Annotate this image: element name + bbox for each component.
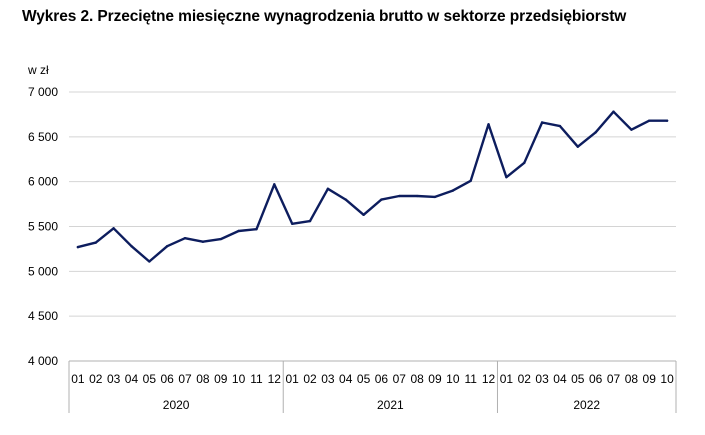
data-point [505, 175, 508, 179]
series-layer [76, 110, 669, 263]
month-tick-label: 05 [357, 372, 371, 386]
year-label: 2022 [573, 398, 600, 412]
y-tick-label: 4 000 [28, 354, 58, 368]
month-tick-label: 03 [535, 372, 549, 386]
month-tick-label: 06 [375, 372, 389, 386]
data-point [76, 245, 80, 249]
month-tick-label: 06 [589, 372, 603, 386]
month-tick-label: 07 [393, 372, 407, 386]
data-point [273, 183, 276, 186]
data-point [398, 194, 401, 198]
data-point [576, 145, 580, 148]
data-point [255, 227, 258, 231]
month-tick-label: 04 [339, 372, 353, 386]
month-tick-label: 09 [643, 372, 657, 386]
month-tick-label: 06 [161, 372, 175, 386]
y-tick-label: 6 500 [28, 130, 58, 144]
data-point [344, 198, 347, 201]
month-tick-label: 01 [285, 372, 299, 386]
y-tick-label: 6 000 [28, 175, 58, 189]
month-tick-label: 09 [214, 372, 228, 386]
data-point [469, 179, 472, 182]
year-label: 2021 [377, 398, 404, 412]
month-tick-label: 12 [482, 372, 496, 386]
data-point [290, 222, 294, 226]
year-label: 2020 [163, 398, 190, 412]
month-tick-label: 02 [89, 372, 103, 386]
month-tick-label: 11 [464, 372, 477, 386]
data-point [183, 236, 187, 240]
y-axis-unit-label: w zł [27, 63, 49, 77]
data-point [326, 187, 330, 191]
data-point [165, 245, 169, 248]
data-point [308, 219, 312, 223]
month-tick-label: 02 [518, 372, 532, 386]
y-tick-label: 4 500 [28, 309, 58, 323]
month-tick-label: 11 [250, 372, 263, 386]
chart-title: Wykres 2. Przeciętne miesięczne wynagrod… [22, 8, 627, 25]
data-point [594, 131, 597, 134]
month-tick-label: 12 [268, 372, 282, 386]
month-tick-label: 03 [107, 372, 121, 386]
data-point [523, 161, 526, 165]
month-tick-label: 05 [143, 372, 157, 386]
data-point [148, 260, 151, 263]
data-point [558, 124, 562, 128]
data-point [201, 240, 205, 243]
month-tick-label: 09 [428, 372, 442, 386]
month-tick-label: 10 [232, 372, 246, 386]
month-tick-label: 10 [660, 372, 674, 386]
data-point [433, 195, 437, 199]
data-point [362, 213, 365, 217]
data-point [612, 110, 615, 113]
data-point [648, 119, 651, 122]
data-point [219, 237, 222, 241]
y-tick-label: 7 000 [28, 85, 58, 99]
month-tick-label: 02 [303, 372, 317, 386]
data-point [237, 229, 240, 233]
data-point [415, 194, 419, 198]
data-point [630, 128, 633, 131]
month-tick-label: 07 [178, 372, 192, 386]
data-point [487, 123, 490, 126]
month-tick-label: 08 [625, 372, 639, 386]
gridlines [69, 91, 676, 362]
y-tick-label: 5 500 [28, 220, 58, 234]
data-point [130, 245, 133, 248]
month-tick-label: 05 [571, 372, 585, 386]
month-tick-label: 01 [500, 372, 514, 386]
data-point [380, 198, 383, 201]
data-point [540, 121, 544, 124]
month-tick-label: 01 [71, 372, 85, 386]
month-tick-label: 10 [446, 372, 460, 386]
month-tick-label: 07 [607, 372, 621, 386]
month-tick-label: 08 [410, 372, 424, 386]
month-tick-label: 04 [125, 372, 139, 386]
y-axis-ticks: 4 000 4 500 5 000 5 500 6 000 6 500 7 000 [28, 85, 58, 368]
month-tick-label: 04 [553, 372, 567, 386]
month-tick-label: 03 [321, 372, 335, 386]
data-point [112, 227, 115, 230]
month-tick-label: 08 [196, 372, 210, 386]
data-point [451, 189, 455, 192]
data-point [665, 119, 669, 122]
y-tick-label: 5 000 [28, 264, 58, 278]
series-line [76, 110, 669, 263]
data-point [94, 241, 97, 244]
